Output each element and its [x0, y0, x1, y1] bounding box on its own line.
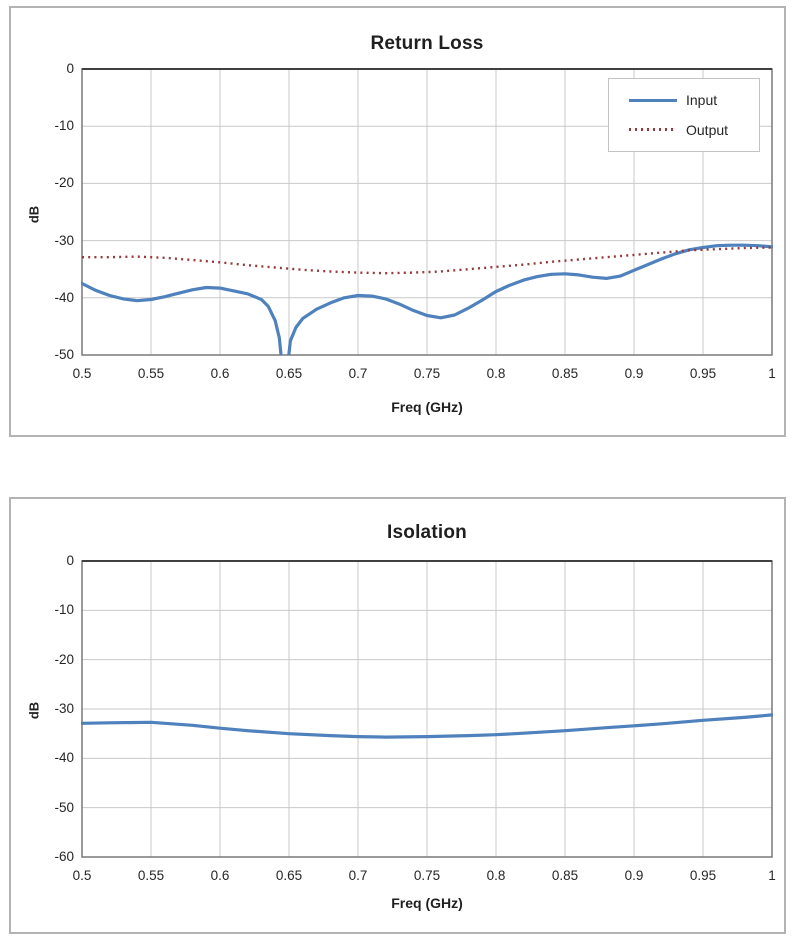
x-tick-label: 0.55 — [137, 868, 165, 883]
gridlines — [82, 561, 772, 857]
y-tick-label: -30 — [54, 232, 74, 248]
x-tick-label: 0.95 — [689, 868, 717, 883]
chart-title: Return Loss — [370, 33, 484, 54]
isolation-chart: Isolation dB 0 -10 -20 -30 -40 -50 -60 0.5 0.55… — [9, 497, 786, 934]
series-line-isolation — [81, 713, 773, 739]
y-tick-label: -10 — [54, 118, 74, 134]
x-tick-label: 0.9 — [624, 366, 644, 381]
x-tick-label: 0.75 — [413, 366, 441, 381]
output-line-swatch-icon — [629, 128, 677, 132]
x-tick-label: 1 — [768, 868, 776, 883]
x-tick-label: 0.8 — [486, 366, 506, 381]
return-loss-chart: Return Loss dB 0 -10 -20 -30 -40 -50 0.5 0.55 0… — [9, 6, 786, 437]
x-axis-label: Freq (GHz) — [391, 399, 463, 415]
x-tick-label: 0.85 — [551, 868, 579, 883]
x-axis-label: Freq (GHz) — [391, 895, 463, 911]
x-tick-label: 0.95 — [689, 366, 717, 381]
y-tick-label: -50 — [54, 799, 74, 815]
y-tick-label: -20 — [54, 175, 74, 191]
x-tick-label: 0.9 — [624, 868, 644, 883]
x-tick-label: 0.75 — [413, 868, 441, 883]
x-tick-label: 1 — [768, 366, 776, 381]
legend: Input Output — [608, 78, 760, 152]
y-tick-label: -40 — [54, 289, 74, 305]
series-line-input — [81, 243, 773, 355]
y-tick-label: -50 — [54, 347, 74, 362]
y-tick-label: -20 — [54, 651, 74, 667]
x-tick-label: 0.85 — [551, 366, 579, 381]
x-tick-label: 0.65 — [275, 366, 303, 381]
plot-area — [81, 68, 773, 356]
x-tick-label: 0.8 — [486, 868, 506, 883]
x-tick-label: 0.7 — [348, 366, 368, 381]
x-tick-label: 0.5 — [72, 868, 92, 883]
x-tick-label: 0.7 — [348, 868, 368, 883]
legend-label-output: Output — [686, 121, 729, 138]
y-tick-label: -30 — [54, 701, 74, 716]
y-tick-label: 0 — [66, 61, 74, 76]
legend-label-input: Input — [686, 92, 718, 109]
y-tick-label: -40 — [54, 750, 74, 766]
legend-item-input: Input — [629, 92, 759, 108]
x-tick-label: 0.55 — [137, 366, 165, 381]
plot-area — [81, 560, 773, 858]
x-tick-label: 0.5 — [72, 366, 92, 381]
y-axis-label: dB — [26, 205, 42, 224]
y-tick-label: 0 — [66, 553, 74, 568]
y-tick-label: -10 — [54, 602, 74, 618]
y-tick-label: -60 — [54, 849, 74, 864]
legend-item-output: Output — [629, 122, 759, 138]
x-tick-label: 0.6 — [210, 868, 230, 883]
chart-title: Isolation — [387, 522, 467, 543]
input-line-swatch-icon — [629, 98, 677, 102]
x-tick-label: 0.6 — [210, 366, 230, 381]
x-tick-label: 0.65 — [275, 868, 303, 883]
